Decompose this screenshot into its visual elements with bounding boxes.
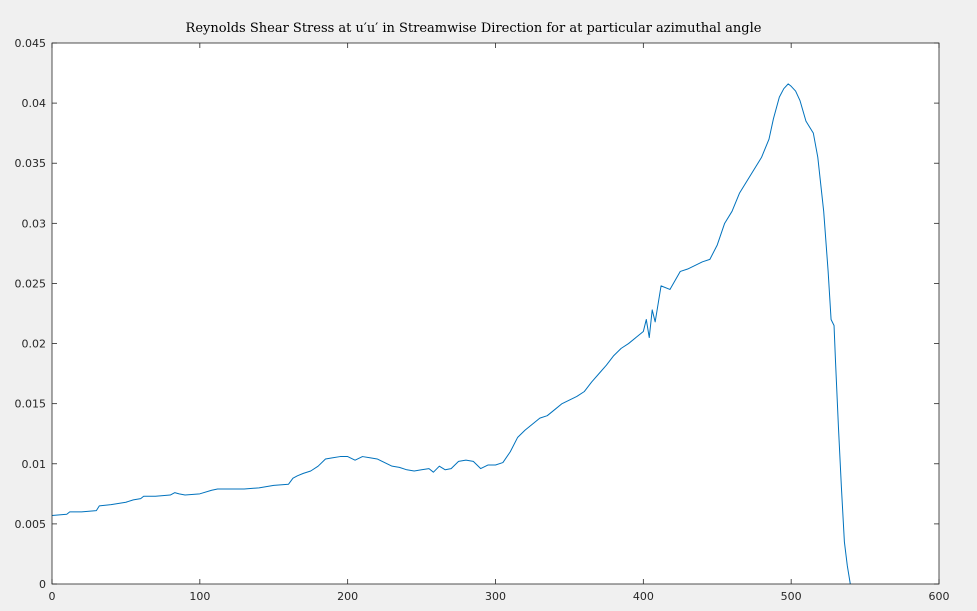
axes-box	[51, 42, 940, 585]
plot-area	[52, 43, 939, 584]
y-tick-label: 0.015	[15, 398, 47, 411]
x-tick-label: 400	[633, 590, 654, 603]
x-tick-label: 500	[781, 590, 802, 603]
x-tick-label: 300	[485, 590, 506, 603]
chart-title: Reynolds Shear Stress at u′u′ in Streamw…	[186, 21, 762, 36]
y-tick-label: 0.03	[22, 217, 47, 230]
x-tick-label: 200	[337, 590, 358, 603]
y-tick-label: 0.04	[22, 97, 47, 110]
y-tick-label: 0	[39, 578, 46, 591]
y-tick-label: 0.02	[22, 338, 47, 351]
y-tick-label: 0.01	[22, 458, 47, 471]
x-tick-label: 600	[929, 590, 950, 603]
y-tick-label: 0.025	[15, 277, 47, 290]
tick-labels: 0 100 200 300 400 500 600 0 0.005 0.01 0.015 0.02 0.…	[15, 37, 950, 603]
y-tick-label: 0.005	[15, 518, 47, 531]
y-tick-label: 0.035	[15, 157, 47, 170]
x-tick-label: 100	[189, 590, 210, 603]
series-line	[51, 83, 851, 585]
x-tick-label: 0	[49, 590, 56, 603]
y-tick-label: 0.045	[15, 37, 47, 50]
